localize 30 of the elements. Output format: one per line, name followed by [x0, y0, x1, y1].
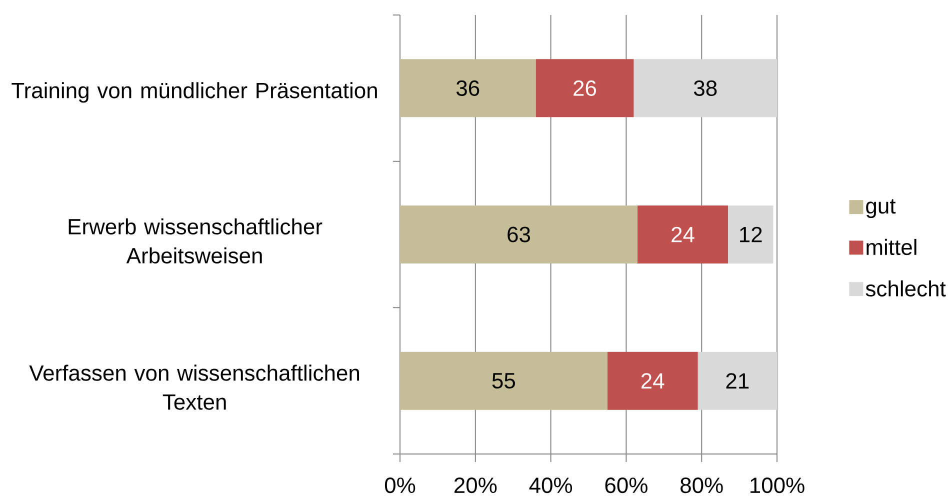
y-tick-label: Erwerb wissenschaftlicher Arbeitsweisen [68, 218, 322, 264]
legend-label: schlecht [866, 280, 946, 297]
data-label: 63 [508, 226, 530, 242]
bar [400, 59, 536, 118]
data-label: 12 [740, 226, 762, 242]
bar [698, 352, 778, 410]
data-label: 21 [726, 373, 749, 389]
data-label: 36 [456, 80, 480, 96]
bar [728, 206, 774, 264]
bar [400, 206, 638, 264]
data-label: 26 [574, 80, 596, 96]
legend-label: gut [866, 199, 896, 218]
data-label: 55 [492, 373, 515, 389]
bar [638, 206, 728, 264]
x-tick-label: 20% [454, 478, 497, 494]
legend-label: mittel [866, 238, 916, 256]
bar [634, 59, 778, 118]
y-tick-label: Verfassen von wissenschaftlichen Texten [29, 364, 360, 410]
x-tick-label: 60% [605, 478, 648, 494]
x-tick-label: 0% [384, 478, 416, 494]
data-label: 24 [672, 226, 694, 242]
bar [400, 352, 608, 410]
data-label: 24 [641, 373, 664, 389]
x-tick-label: 40% [529, 478, 572, 494]
bar [607, 352, 698, 410]
bar [536, 59, 634, 118]
x-tick-label: 80% [680, 478, 723, 494]
data-label: 38 [694, 80, 717, 96]
y-tick-label: Training von mündlicher Präsentation [12, 82, 377, 103]
x-tick-label: 100% [750, 478, 804, 494]
